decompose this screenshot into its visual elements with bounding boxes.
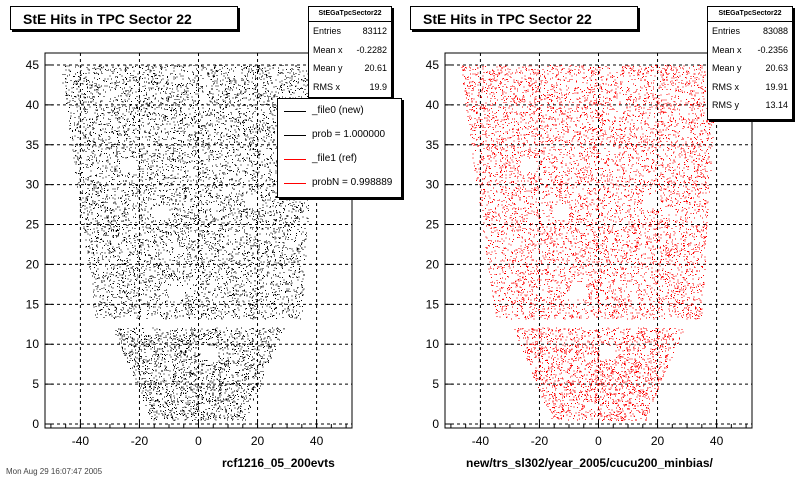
stats-row-rms-x: RMS x 19.91 xyxy=(712,81,788,92)
legend: _file0 (new) prob = 1.000000 _file1 (ref… xyxy=(277,98,402,198)
left-x-caption: rcf1216_05_200evts xyxy=(222,456,335,470)
right-x-caption: new/trs_sl302/year_2005/cucu200_minbias/ xyxy=(466,456,713,470)
left-plot-title: StE Hits in TPC Sector 22 xyxy=(10,6,238,30)
legend-entry: _file1 (ref) xyxy=(278,147,401,171)
stats-name: StEGaTpcSector22 xyxy=(708,7,792,22)
y-tick-label: 20 xyxy=(426,257,440,271)
x-tick-label: -20 xyxy=(531,434,549,448)
stats-row-mean-y: Mean y 20.63 xyxy=(712,63,788,73)
x-tick-label: 0 xyxy=(595,434,602,448)
stats-row-mean-x: Mean x -0.2356 xyxy=(712,44,788,55)
legend-entry: _file0 (new) xyxy=(278,99,401,123)
stats-name: StEGaTpcSector22 xyxy=(309,7,391,22)
x-tick-label: 20 xyxy=(251,434,265,448)
x-tick-label: 20 xyxy=(651,434,665,448)
y-tick-label: 25 xyxy=(26,218,40,232)
y-tick-label: 10 xyxy=(426,337,440,351)
legend-swatch xyxy=(284,159,306,160)
x-tick-label: -20 xyxy=(131,434,149,448)
scatter-points xyxy=(62,65,317,421)
stats-row-entries: Entries 83088 xyxy=(712,26,788,36)
x-tick-label: -40 xyxy=(472,434,490,448)
legend-swatch xyxy=(284,111,306,112)
legend-swatch xyxy=(284,183,306,184)
x-tick-label: 0 xyxy=(195,434,202,448)
x-tick-label: 40 xyxy=(310,434,324,448)
left-panel: -40 -20 0 20 40 0 5 10 15 20 25 30 35 40 45 StE Hits i… xyxy=(10,6,392,470)
x-tick-label: 40 xyxy=(710,434,724,448)
left-stats-box: StEGaTpcSector22 Entries 83112 Mean x -0.2… xyxy=(308,6,392,98)
stats-row-mean-x: Mean x -0.2282 xyxy=(313,44,387,55)
stats-row-rms-x: RMS x 19.9 xyxy=(313,81,387,92)
y-tick-label: 20 xyxy=(26,257,40,271)
y-tick-label: 5 xyxy=(432,377,439,391)
y-tick-label: 30 xyxy=(26,178,40,192)
y-tick-label: 35 xyxy=(26,138,40,152)
right-panel: -40 -20 0 20 40 0 5 10 15 20 25 30 35 40 45 StE Hits i… xyxy=(400,0,800,480)
x-tick-label: -40 xyxy=(72,434,90,448)
y-tick-label: 15 xyxy=(426,297,440,311)
y-tick-label: 0 xyxy=(432,417,439,431)
right-stats-box: StEGaTpcSector22 Entries 83088 Mean x -0.2… xyxy=(707,6,793,120)
y-tick-label: 0 xyxy=(32,417,39,431)
legend-swatch xyxy=(284,135,306,136)
stats-row-entries: Entries 83112 xyxy=(313,26,387,36)
stats-row-rms-y: RMS y 13.14 xyxy=(712,100,788,110)
y-tick-label: 30 xyxy=(426,178,440,192)
legend-entry: prob = 1.000000 xyxy=(278,123,401,147)
y-tick-label: 45 xyxy=(426,58,440,72)
y-tick-label: 35 xyxy=(426,138,440,152)
right-plot-title: StE Hits in TPC Sector 22 xyxy=(410,6,638,30)
y-tick-label: 10 xyxy=(26,337,40,351)
legend-entry: probN = 0.998889 xyxy=(278,171,401,195)
y-tick-label: 40 xyxy=(426,98,440,112)
right-scatter-plot: -40 -20 0 20 40 0 5 10 15 20 25 30 35 40 45 xyxy=(426,52,753,448)
y-tick-label: 25 xyxy=(426,218,440,232)
y-tick-label: 5 xyxy=(32,377,39,391)
y-tick-label: 40 xyxy=(26,98,40,112)
y-tick-label: 45 xyxy=(26,58,40,72)
y-tick-label: 15 xyxy=(26,297,40,311)
timestamp-footer: Mon Aug 29 16:07:47 2005 xyxy=(6,467,103,476)
stats-row-mean-y: Mean y 20.61 xyxy=(313,63,387,73)
